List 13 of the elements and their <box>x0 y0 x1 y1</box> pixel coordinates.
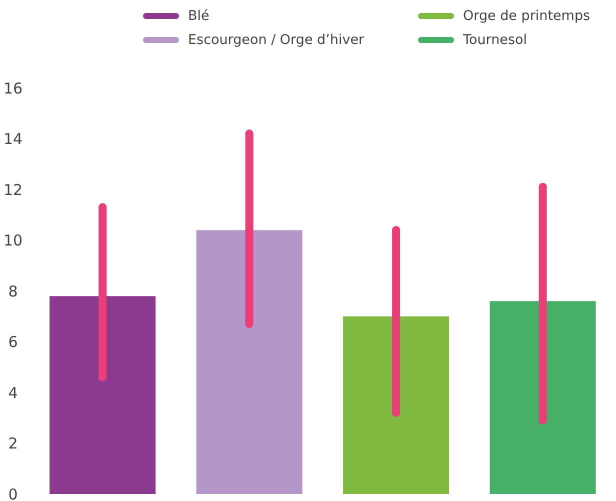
y-tick-label: 10 <box>3 232 23 250</box>
y-tick-label: 2 <box>8 434 18 453</box>
y-tick-label: 6 <box>8 333 18 352</box>
y-tick-label: 16 <box>3 79 23 98</box>
y-tick-label: 12 <box>3 180 23 199</box>
legend-label: Tournesol <box>463 32 527 48</box>
legend-label: Escourgeon / Orge d’hiver <box>188 32 364 48</box>
legend-label: Blé <box>188 8 210 24</box>
y-tick-label: 4 <box>8 384 18 402</box>
y-tick-label: 8 <box>8 282 18 300</box>
legend-label: Orge de printemps <box>463 8 590 24</box>
y-tick-label: 14 <box>3 130 23 148</box>
y-tick-label: 0 <box>8 485 18 501</box>
